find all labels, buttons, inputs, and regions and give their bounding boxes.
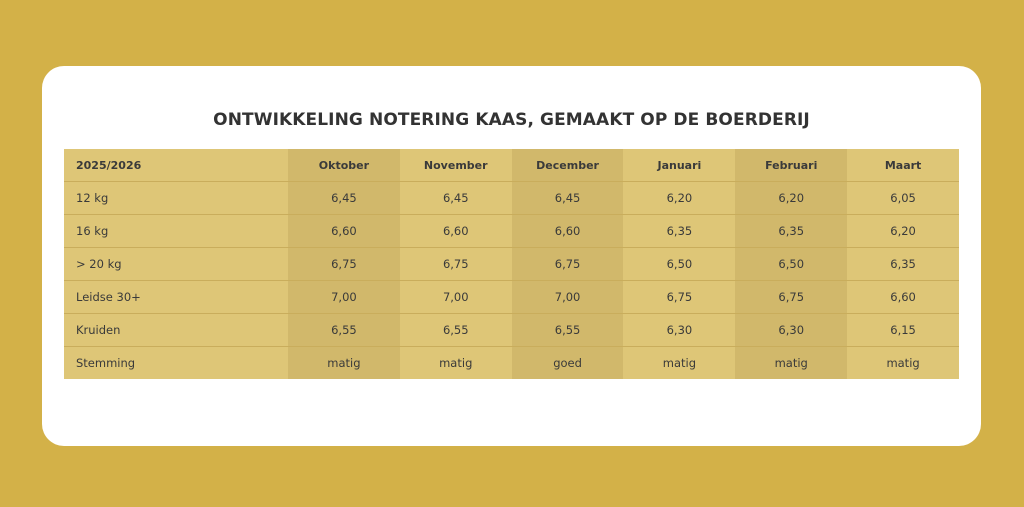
table-cell: 6,05 [847, 181, 959, 215]
column-header: November [399, 149, 512, 182]
row-label: 12 kg [64, 181, 288, 215]
row-label: > 20 kg [64, 247, 288, 281]
table-cell: 6,75 [288, 247, 400, 281]
table-cell: 6,60 [847, 280, 959, 314]
table-cell: matig [662, 356, 697, 370]
table-row: Leidse 30+ 7,00 7,00 7,00 6,75 6,75 6,60 [64, 280, 959, 314]
row-label: Kruiden [64, 313, 288, 347]
table-cell: 6,20 [735, 181, 848, 215]
table-row: Stemming matig matig goed matig matig matig [64, 346, 959, 379]
table-cell: matig [735, 346, 848, 379]
table-row: > 20 kg 6,75 6,75 6,75 6,50 6,50 6,35 [64, 247, 959, 281]
table-cell: 6,75 [511, 247, 624, 281]
table-cell: 6,55 [399, 313, 512, 347]
price-table: 2025/2026 Oktober November December Januari F… [64, 149, 959, 379]
table-cell: 7,00 [399, 280, 512, 314]
column-header: Januari [623, 149, 736, 182]
row-label: Leidse 30+ [64, 280, 288, 314]
table-cell: 6,15 [847, 313, 959, 347]
table-cell: 6,75 [735, 280, 848, 314]
table-cell: 6,35 [847, 247, 959, 281]
table-cell: 7,00 [511, 280, 624, 314]
table-row: 16 kg 6,60 6,60 6,60 6,35 6,35 6,20 [64, 214, 959, 248]
table-cell: matig [288, 346, 400, 379]
table-cell: 6,60 [399, 214, 512, 248]
table-cell: matig [439, 356, 473, 370]
table-cell: 7,00 [288, 280, 400, 314]
table-cell: matig [886, 356, 920, 370]
page-title: ONTWIKKELING NOTERING KAAS, GEMAAKT OP D… [213, 110, 810, 130]
table-cell: 6,60 [511, 214, 624, 248]
table-cell: 6,45 [399, 181, 512, 215]
table-cell: 6,20 [847, 214, 959, 248]
table-cell: 6,30 [735, 313, 848, 347]
table-cell: 6,50 [623, 247, 736, 281]
table-cell: 6,60 [288, 214, 400, 248]
column-header: Oktober [288, 149, 400, 182]
table-cell: 6,75 [399, 247, 512, 281]
table-cell: 6,75 [623, 280, 736, 314]
table-cell: 6,55 [288, 313, 400, 347]
table-header-row: 2025/2026 Oktober November December Januari F… [64, 149, 959, 182]
table-cell: 6,35 [735, 214, 848, 248]
table-cell: 6,20 [623, 181, 736, 215]
table-cell: 6,45 [288, 181, 400, 215]
card: ONTWIKKELING NOTERING KAAS, GEMAAKT OP D… [42, 66, 981, 446]
column-header: Februari [735, 149, 848, 182]
table-cell: 6,45 [511, 181, 624, 215]
table-cell: 6,35 [623, 214, 736, 248]
row-label: 16 kg [64, 214, 288, 248]
table-row: Kruiden 6,55 6,55 6,55 6,30 6,30 6,15 [64, 313, 959, 347]
column-header: 2025/2026 [64, 149, 288, 182]
row-label: Stemming [76, 356, 136, 370]
column-header: Maart [847, 149, 959, 182]
table-cell: 6,55 [511, 313, 624, 347]
table-cell: 6,50 [735, 247, 848, 281]
table-cell: 6,30 [623, 313, 736, 347]
column-header: December [511, 149, 624, 182]
table-cell: goed [511, 346, 624, 379]
table-row: 12 kg 6,45 6,45 6,45 6,20 6,20 6,05 [64, 181, 959, 215]
